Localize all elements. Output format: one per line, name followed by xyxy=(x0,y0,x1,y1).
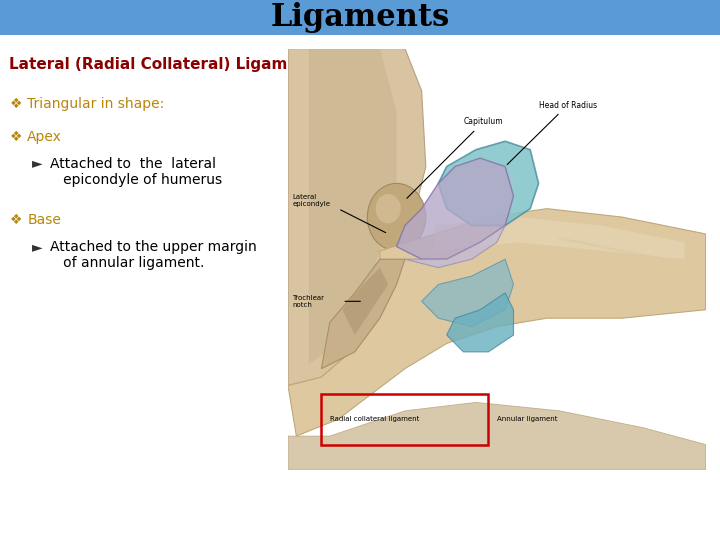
Polygon shape xyxy=(321,259,405,369)
Polygon shape xyxy=(309,49,397,365)
Polygon shape xyxy=(288,49,426,386)
Text: Attached to  the  lateral
   epicondyle of humerus: Attached to the lateral epicondyle of hu… xyxy=(50,157,222,187)
Text: ❖: ❖ xyxy=(9,130,22,144)
Polygon shape xyxy=(288,208,706,436)
Bar xyxy=(321,394,488,444)
Polygon shape xyxy=(405,226,505,268)
Polygon shape xyxy=(288,402,706,470)
Polygon shape xyxy=(397,158,513,259)
Polygon shape xyxy=(422,259,513,327)
Ellipse shape xyxy=(376,194,401,224)
Text: Head of Radius: Head of Radius xyxy=(507,100,597,165)
Polygon shape xyxy=(438,141,539,226)
Text: Capitulum: Capitulum xyxy=(407,117,503,198)
Text: ►: ► xyxy=(32,240,43,254)
Text: Triangular in shape:: Triangular in shape: xyxy=(27,97,165,111)
Text: ►: ► xyxy=(32,157,43,171)
Text: Apex: Apex xyxy=(27,130,62,144)
Text: Base: Base xyxy=(27,213,61,227)
Polygon shape xyxy=(434,217,685,259)
Ellipse shape xyxy=(367,184,426,251)
Polygon shape xyxy=(342,268,388,335)
Bar xyxy=(0,0,720,35)
Polygon shape xyxy=(446,293,513,352)
Text: Ligaments: Ligaments xyxy=(271,2,449,33)
Text: Lateral
epicondyle: Lateral epicondyle xyxy=(292,194,330,207)
Text: Radial collateral ligament: Radial collateral ligament xyxy=(330,416,419,422)
Text: ❖: ❖ xyxy=(9,97,22,111)
Text: Lateral (Radial Collateral) Ligament: Lateral (Radial Collateral) Ligament xyxy=(9,57,316,72)
Text: Trochlear
notch: Trochlear notch xyxy=(292,295,324,308)
Ellipse shape xyxy=(472,163,513,205)
Text: ❖: ❖ xyxy=(9,213,22,227)
Text: Annular ligament: Annular ligament xyxy=(497,416,557,422)
Text: Attached to the upper margin
   of annular ligament.: Attached to the upper margin of annular … xyxy=(50,240,257,271)
